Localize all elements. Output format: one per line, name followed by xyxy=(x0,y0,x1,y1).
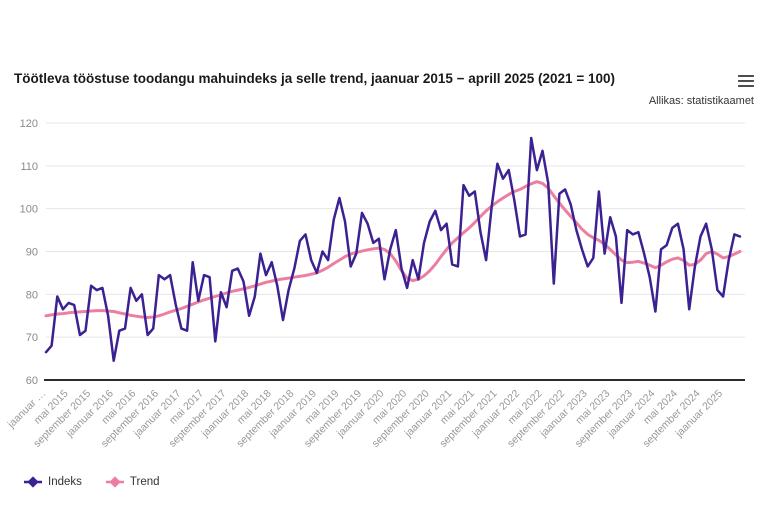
y-axis-tick-label: 80 xyxy=(26,289,38,301)
trend-series-marker-icon xyxy=(105,476,124,488)
hamburger-menu-icon xyxy=(738,84,754,87)
y-axis-tick-label: 100 xyxy=(20,204,38,216)
y-axis-tick-label: 70 xyxy=(26,332,38,344)
y-axis-tick-label: 60 xyxy=(26,375,38,387)
hamburger-menu-icon xyxy=(738,75,754,78)
legend-label-trend: Trend xyxy=(129,476,160,488)
legend: Indeks Trend xyxy=(24,476,160,488)
legend-item-trend[interactable]: Trend xyxy=(105,476,160,488)
hamburger-menu-icon xyxy=(738,79,754,83)
legend-item-indeks[interactable]: Indeks xyxy=(24,476,82,488)
source-credit: Allikas: statistikaamet xyxy=(648,95,754,107)
trend-line xyxy=(44,180,742,319)
indeks-line xyxy=(44,136,742,362)
legend-label-indeks: Indeks xyxy=(48,476,82,488)
y-axis-tick-label: 110 xyxy=(20,161,38,173)
context-menu-button[interactable] xyxy=(736,73,756,89)
chart-title: Töötleva tööstuse toodangu mahuindeks ja… xyxy=(14,71,615,86)
indeks-series-marker-icon xyxy=(24,476,42,488)
y-axis-tick-label: 120 xyxy=(20,118,38,130)
y-axis-tick-label: 90 xyxy=(26,247,38,259)
